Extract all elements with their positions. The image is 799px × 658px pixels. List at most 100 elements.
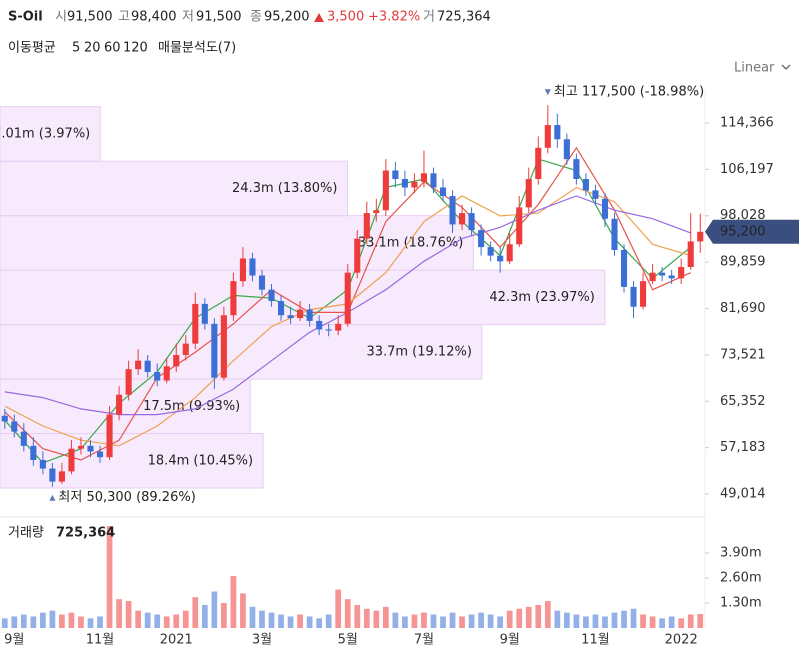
- volume-bar: [116, 599, 122, 628]
- volume-bar: [259, 610, 265, 628]
- candle-body: [535, 147, 542, 179]
- volume-bar: [421, 612, 427, 628]
- up-arrow: [314, 13, 324, 22]
- candle-body: [544, 125, 551, 148]
- x-tick-label: 11월: [581, 633, 610, 648]
- volume-bar: [697, 614, 704, 628]
- candle-body: [487, 247, 494, 256]
- volume-tick-label: 2.60m: [720, 571, 762, 586]
- volume-bar: [478, 612, 484, 628]
- legend-entry: 60: [104, 41, 121, 56]
- candle-body: [20, 431, 27, 446]
- candle-body: [77, 445, 85, 449]
- volume-bar: [611, 612, 618, 628]
- field-value: 91,500: [67, 10, 113, 25]
- volume-bar: [125, 601, 132, 628]
- candle-body: [163, 366, 170, 381]
- candle-body: [144, 360, 151, 373]
- candle-body: [687, 241, 694, 267]
- candle-body: [363, 213, 370, 239]
- volume-tick-label: 3.90m: [720, 546, 762, 561]
- volume-bar: [68, 612, 75, 628]
- y-tick-label: 89,859: [720, 255, 766, 270]
- x-tick-label: 11월: [86, 633, 115, 648]
- price-tag-label: 95,200: [720, 224, 766, 239]
- candle-body: [582, 178, 589, 191]
- profile-bar: [0, 324, 483, 380]
- volume-bar: [430, 614, 437, 628]
- volume-bar: [640, 614, 646, 628]
- volume-bar: [506, 610, 513, 628]
- profile-title[interactable]: 매물분석도(7): [158, 41, 236, 56]
- field-label: 거: [423, 10, 435, 25]
- candle-body: [554, 125, 561, 140]
- candle-body: [401, 178, 408, 188]
- candle-body: [230, 281, 237, 316]
- volume-bar: [240, 593, 246, 628]
- candle-body: [239, 258, 246, 282]
- scale-button[interactable]: Linear: [734, 61, 775, 76]
- y-tick-label: 65,352: [720, 394, 766, 409]
- volume-bar: [211, 591, 218, 628]
- profile-label: 33.7m (19.12%): [366, 344, 471, 359]
- candle-body: [439, 187, 447, 197]
- volume-bar: [87, 618, 94, 628]
- candle-body: [640, 281, 647, 307]
- volume-bar: [373, 610, 380, 628]
- candle-body: [373, 210, 380, 214]
- volume-bar: [287, 616, 294, 628]
- volume-bar: [97, 616, 103, 628]
- candle-body: [630, 286, 637, 307]
- field-value: 725,364: [437, 10, 491, 25]
- y-tick-label: 106,197: [720, 162, 774, 177]
- candle-body: [135, 360, 142, 370]
- volume-bar: [602, 616, 608, 628]
- volume-bar: [268, 612, 275, 628]
- volume-bar: [554, 610, 561, 628]
- volume-bar: [440, 616, 446, 628]
- candle-body: [277, 301, 285, 316]
- change-pct: +3.82%: [368, 10, 420, 25]
- volume-bar: [363, 608, 370, 628]
- volume-bar: [59, 614, 65, 628]
- candle-body: [668, 275, 675, 279]
- volume-bar: [154, 614, 161, 628]
- profile-label: 18.4m (10.45%): [148, 453, 253, 468]
- candle-body: [659, 272, 666, 276]
- volume-bar: [30, 616, 37, 628]
- field-label: 저: [182, 10, 194, 25]
- volume-bar: [335, 589, 342, 628]
- volume-bar: [163, 616, 170, 628]
- y-tick-label: 73,521: [720, 347, 766, 362]
- candle-body: [287, 315, 294, 319]
- low-marker: [49, 494, 56, 501]
- chevron: [781, 64, 791, 70]
- volume-bar: [497, 616, 504, 628]
- volume-bar: [201, 604, 208, 628]
- volume-bar: [649, 616, 656, 628]
- candle-body: [297, 309, 304, 319]
- candle-body: [116, 394, 123, 415]
- volume-bar: [192, 597, 199, 628]
- volume-bar: [78, 616, 84, 628]
- volume-bar: [564, 612, 570, 628]
- volume-bar: [468, 614, 475, 628]
- volume-bar: [230, 576, 237, 628]
- legend-entry: 120: [123, 41, 148, 56]
- candle-body: [678, 266, 685, 279]
- candle-body: [459, 213, 466, 225]
- field-value: 91,500: [196, 10, 242, 25]
- volume-bar: [249, 606, 256, 628]
- x-tick-label: 9월: [4, 633, 24, 648]
- candle-body: [268, 289, 275, 302]
- volume-bar: [40, 612, 46, 628]
- profile-bar: [0, 106, 101, 162]
- x-tick-label: 5월: [338, 633, 358, 648]
- candle-body: [220, 315, 227, 378]
- volume-bar: [621, 610, 627, 628]
- candle-body: [563, 139, 570, 160]
- candle-body: [201, 303, 208, 324]
- candle-body: [468, 213, 475, 231]
- candle-body: [182, 343, 189, 355]
- candle-body: [649, 272, 656, 282]
